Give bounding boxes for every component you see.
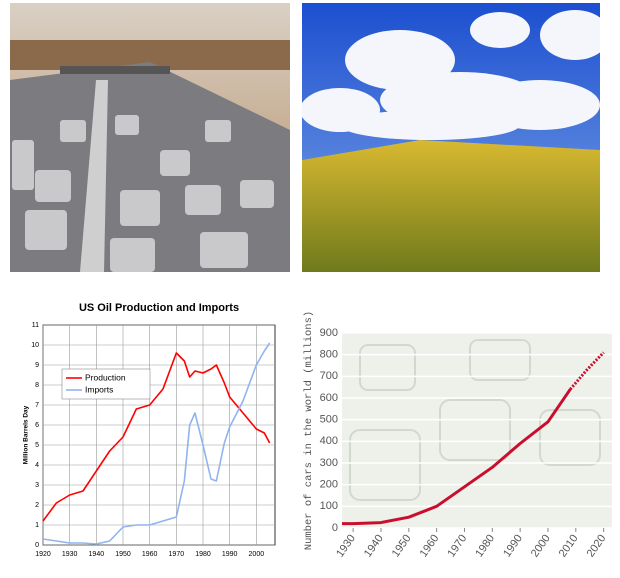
x-tick-label: 1940 bbox=[89, 551, 105, 558]
y-tick-label: 11 bbox=[32, 322, 39, 329]
y-tick-label: 10 bbox=[31, 342, 39, 349]
y-tick-label: 600 bbox=[320, 392, 338, 404]
data-line bbox=[42, 342, 271, 545]
y-tick-label: 2 bbox=[35, 502, 39, 509]
y-tick-label: 9 bbox=[35, 362, 39, 369]
x-tick-label: 1990 bbox=[501, 533, 525, 560]
legend-box bbox=[61, 368, 151, 400]
y-tick-label: 100 bbox=[320, 500, 338, 512]
y-tick-label: 300 bbox=[320, 457, 338, 469]
x-tick-label: 1970 bbox=[445, 533, 469, 560]
x-tick-label: 1930 bbox=[334, 533, 358, 560]
x-tick-label: 1950 bbox=[390, 533, 414, 560]
y-tick-label: 500 bbox=[320, 414, 338, 426]
chart-title: US Oil Production and Imports bbox=[79, 302, 239, 314]
data-line bbox=[342, 388, 572, 526]
y-tick-label: 800 bbox=[320, 349, 338, 361]
y-tick-label: 900 bbox=[320, 327, 338, 339]
legend-label: Production bbox=[85, 372, 126, 382]
data-line bbox=[42, 352, 271, 522]
x-tick-label: 1930 bbox=[62, 551, 78, 558]
y-tick-label: 400 bbox=[320, 435, 338, 447]
x-tick-label: 1980 bbox=[195, 551, 211, 558]
y-tick-label: 0 bbox=[35, 542, 39, 549]
y-tick-label: 4 bbox=[35, 462, 39, 469]
x-tick-label: 2010 bbox=[557, 533, 581, 560]
y-tick-label: 7 bbox=[35, 402, 39, 409]
y-axis-label: Million Barrels Day bbox=[23, 405, 30, 464]
y-tick-label: 1 bbox=[35, 522, 39, 529]
x-tick-label: 1980 bbox=[473, 533, 497, 560]
x-tick-label: 1970 bbox=[169, 551, 185, 558]
y-tick-label: 8 bbox=[35, 382, 39, 389]
x-tick-label: 1960 bbox=[142, 551, 158, 558]
y-tick-label: 3 bbox=[35, 482, 39, 489]
x-tick-label: 2020 bbox=[585, 533, 609, 560]
x-tick-label: 1940 bbox=[362, 533, 386, 560]
x-tick-label: 2000 bbox=[529, 533, 553, 560]
x-tick-label: 1990 bbox=[222, 551, 238, 558]
y-axis-label: Number of cars in the world (millions) bbox=[303, 311, 315, 550]
x-tick-label: 1950 bbox=[115, 551, 131, 558]
y-tick-label: 200 bbox=[320, 479, 338, 491]
plot-frame bbox=[42, 324, 276, 546]
y-tick-label: 700 bbox=[320, 370, 338, 382]
x-tick-label: 1920 bbox=[35, 551, 51, 558]
legend-label: Imports bbox=[85, 384, 113, 394]
data-line bbox=[569, 351, 605, 391]
field-photo bbox=[302, 3, 600, 272]
x-tick-label: 1960 bbox=[418, 533, 442, 560]
y-tick-label: 0 bbox=[332, 522, 338, 534]
x-tick-label: 2000 bbox=[249, 551, 265, 558]
y-tick-label: 6 bbox=[35, 422, 39, 429]
y-tick-label: 5 bbox=[35, 442, 39, 449]
cars-background bbox=[349, 339, 601, 501]
traffic-photo bbox=[10, 3, 290, 272]
